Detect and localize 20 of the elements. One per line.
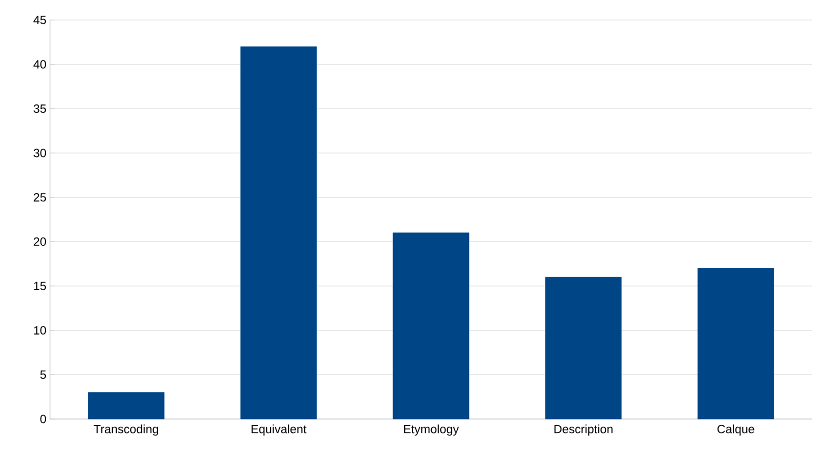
y-tick-label: 5	[40, 370, 46, 379]
y-tick-label: 20	[34, 237, 46, 246]
bar	[545, 276, 622, 420]
x-tick-label: Equivalent	[252, 424, 306, 436]
y-tick-label: 15	[34, 282, 46, 290]
y-tick-label: 10	[34, 326, 46, 335]
bar	[240, 46, 317, 420]
bar	[88, 392, 164, 420]
x-tick-label: Calque	[717, 424, 754, 436]
x-tick-label: Etymology	[404, 424, 459, 436]
x-tick-label: Transcoding	[94, 424, 158, 436]
y-tick-label: 25	[34, 193, 46, 202]
y-tick-label: 35	[34, 104, 46, 113]
x-tick-label: Description	[554, 424, 613, 436]
y-tick-label: 30	[34, 148, 46, 158]
y-tick-label: 40	[33, 60, 46, 69]
bar	[392, 232, 470, 420]
bar	[698, 268, 774, 420]
y-tick-label: 45	[33, 16, 46, 24]
y-tick-label: 0	[40, 414, 46, 424]
